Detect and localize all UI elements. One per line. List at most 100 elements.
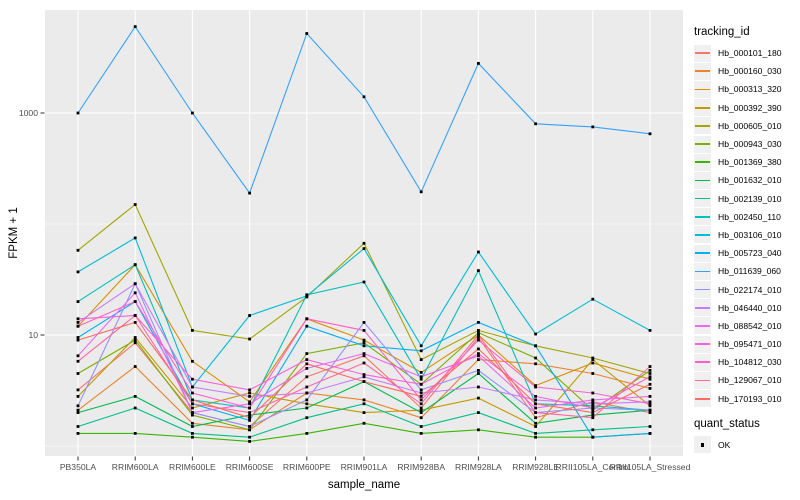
legend-entry-Hb_011639_060: Hb_011639_060 xyxy=(688,262,800,280)
data-point xyxy=(362,95,366,99)
data-point xyxy=(305,362,309,366)
legend-color-line xyxy=(695,234,710,236)
legend-entry-label: Hb_002139_010 xyxy=(718,193,782,204)
legend-key-swatch xyxy=(694,80,711,98)
legend-color-line xyxy=(695,125,710,127)
data-point xyxy=(419,398,423,402)
data-point xyxy=(76,300,80,303)
data-point xyxy=(591,408,595,412)
data-point xyxy=(305,398,309,402)
legend-entry-label: Hb_022174_010 xyxy=(718,284,782,295)
data-point xyxy=(477,329,480,332)
data-point xyxy=(133,236,137,240)
legend-color-line xyxy=(695,161,710,164)
legend-entry-Hb_000392_390: Hb_000392_390 xyxy=(688,99,800,117)
x-tick-label: RRIM600PE xyxy=(283,462,331,472)
data-point xyxy=(477,428,480,432)
data-point xyxy=(648,132,652,136)
data-point xyxy=(248,440,251,443)
data-point xyxy=(76,324,80,328)
data-point xyxy=(648,377,652,381)
data-point xyxy=(648,369,652,372)
data-point xyxy=(477,250,480,254)
data-point xyxy=(76,411,80,414)
legend-color-line xyxy=(695,343,710,345)
data-point xyxy=(362,338,366,342)
data-point xyxy=(477,333,480,337)
data-point xyxy=(591,372,595,375)
data-point xyxy=(534,395,537,398)
tracking-legend-entries: Hb_000101_180 Hb_000160_030 Hb_000313_320 H… xyxy=(688,44,800,408)
data-point xyxy=(76,404,80,408)
data-point xyxy=(419,416,423,420)
data-point xyxy=(362,241,366,245)
data-point xyxy=(191,421,194,425)
legend-color-line xyxy=(695,215,710,218)
data-point xyxy=(248,425,251,428)
data-point xyxy=(76,317,80,321)
data-point xyxy=(133,263,137,267)
data-point xyxy=(362,411,366,414)
data-point xyxy=(591,428,595,432)
legend-key-swatch xyxy=(694,262,711,280)
data-point xyxy=(362,280,366,284)
legend-entry-label: Hb_000160_030 xyxy=(718,66,782,77)
data-point xyxy=(477,358,480,361)
legend-entry-Hb_095471_010: Hb_095471_010 xyxy=(688,335,800,353)
legend-entry-label: Hb_002450_110 xyxy=(718,211,781,222)
legend-entry-Hb_000313_320: Hb_000313_320 xyxy=(688,80,800,98)
data-point xyxy=(534,402,537,406)
data-point xyxy=(419,375,423,379)
legend-entry-label: Hb_095471_010 xyxy=(718,339,782,350)
data-point xyxy=(248,406,251,410)
data-point xyxy=(305,375,309,379)
data-point xyxy=(534,398,537,402)
data-point xyxy=(362,375,366,379)
data-point xyxy=(305,402,309,406)
data-point xyxy=(133,300,137,303)
data-point xyxy=(534,435,537,439)
legend-key-swatch xyxy=(694,244,711,262)
quant-legend-key xyxy=(694,436,711,454)
legend-entry-label: Hb_000943_030 xyxy=(718,139,782,150)
data-point xyxy=(362,352,366,355)
legend-key-swatch xyxy=(694,171,711,189)
data-point xyxy=(248,435,251,439)
data-point xyxy=(362,380,366,383)
data-point xyxy=(362,373,366,376)
legend-key-swatch xyxy=(694,190,711,208)
legend-entry-label: Hb_129067_010 xyxy=(718,375,782,386)
tracking-legend-title: tracking_id xyxy=(694,26,750,38)
legend-color-line xyxy=(695,252,710,254)
legend-key-swatch xyxy=(694,208,711,226)
data-point xyxy=(591,402,595,406)
data-point xyxy=(591,413,595,417)
data-point xyxy=(419,190,423,194)
data-point xyxy=(419,349,423,353)
data-point xyxy=(534,432,537,435)
data-point xyxy=(362,354,366,358)
legend-entry-label: Hb_046440_010 xyxy=(718,302,782,313)
data-point xyxy=(477,336,480,339)
data-point xyxy=(419,371,423,374)
legend-entry-label: Hb_005723_040 xyxy=(718,248,782,259)
data-point xyxy=(648,425,652,428)
legend-color-line xyxy=(695,88,710,91)
legend-color-line xyxy=(695,52,710,54)
data-point xyxy=(534,421,537,425)
data-point xyxy=(534,425,537,428)
data-point xyxy=(648,411,652,414)
data-point xyxy=(534,362,537,366)
legend-color-line xyxy=(695,179,710,182)
data-point xyxy=(362,247,366,250)
x-axis-title: sample_name xyxy=(327,479,401,491)
legend-entry-Hb_000160_030: Hb_000160_030 xyxy=(688,62,800,80)
data-point xyxy=(305,432,309,435)
data-point xyxy=(477,385,480,389)
legend-entry-label: Hb_001632_010 xyxy=(718,175,782,186)
data-point xyxy=(76,111,80,115)
data-point xyxy=(248,416,251,420)
legend-entry-Hb_001632_010: Hb_001632_010 xyxy=(688,171,800,189)
